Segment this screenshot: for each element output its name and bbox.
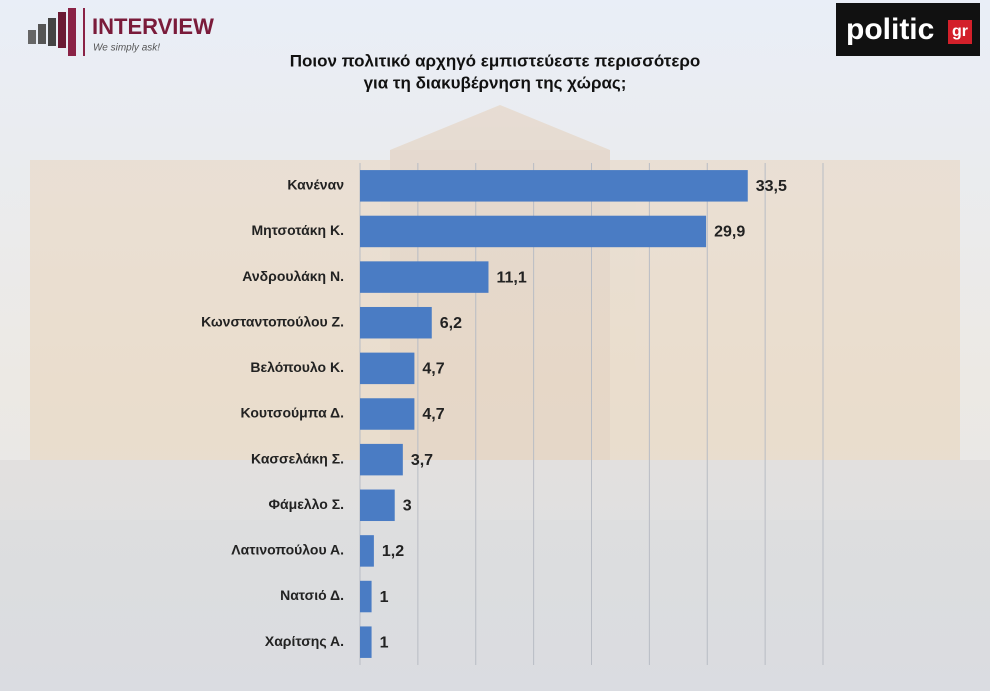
data-label: 6,2	[440, 315, 462, 332]
brand-name: INTERVIEW	[92, 14, 214, 39]
y-tick-label: Μητσοτάκη Κ.	[251, 222, 344, 238]
y-tick-label: Κανέναν	[287, 177, 344, 193]
bar	[360, 352, 415, 385]
brand-tagline: We simply ask!	[93, 43, 160, 54]
data-label: 1	[380, 589, 389, 606]
y-tick-label: Φάμελλο Σ.	[269, 496, 344, 512]
data-label: 4,7	[422, 361, 444, 378]
y-tick-label: Νατσιό Δ.	[280, 587, 344, 603]
y-tick-label: Χαρίτσης Α.	[265, 633, 344, 649]
data-label: 11,1	[496, 269, 526, 286]
source-suffix: gr	[952, 23, 968, 40]
bar	[360, 443, 403, 476]
data-label: 1,2	[382, 543, 404, 560]
data-label: 33,5	[756, 178, 787, 195]
bar	[360, 398, 415, 430]
y-tick-label: Λατινοπούλου Α.	[231, 542, 344, 558]
bar	[360, 306, 432, 339]
bar	[360, 261, 489, 293]
bar	[360, 489, 395, 522]
chart-title: για τη διακυβέρνηση της χώρας;	[364, 73, 627, 92]
data-label: 1	[380, 634, 389, 651]
bar	[360, 170, 748, 202]
data-label: 3,7	[411, 452, 433, 469]
y-tick-label: Ανδρουλάκη Ν.	[242, 268, 344, 284]
data-label: 29,9	[714, 224, 745, 241]
source-name: politic	[846, 13, 934, 46]
y-tick-label: Κασσελάκη Σ.	[251, 450, 344, 466]
chart-title: Ποιον πολιτικό αρχηγό εμπιστεύεστε περισ…	[290, 51, 701, 70]
bar	[360, 215, 707, 248]
y-tick-label: Κωνσταντοπούλου Ζ.	[201, 313, 344, 329]
bar	[360, 535, 374, 567]
bar	[360, 626, 372, 658]
logo-politic: politic gr	[836, 3, 980, 56]
data-label: 3	[403, 497, 412, 514]
data-label: 4,7	[422, 406, 444, 423]
background-building	[0, 105, 990, 691]
bar	[360, 580, 372, 613]
y-tick-label: Κουτσούμπα Δ.	[241, 405, 344, 421]
logo-interview: INTERVIEW We simply ask!	[28, 8, 214, 56]
y-tick-label: Βελόπουλο Κ.	[250, 359, 344, 375]
